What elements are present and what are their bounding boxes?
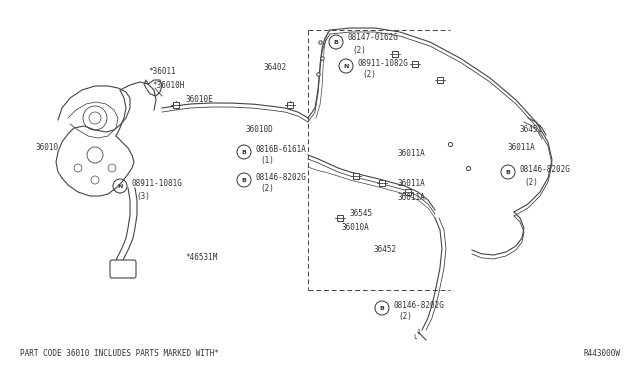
- Text: 36011A: 36011A: [398, 148, 426, 157]
- Text: (2): (2): [260, 183, 274, 192]
- Text: B: B: [506, 170, 511, 174]
- Text: 36451: 36451: [520, 125, 543, 135]
- Text: N: N: [343, 64, 349, 68]
- Text: 08146-8202G: 08146-8202G: [394, 301, 445, 310]
- Text: (1): (1): [260, 155, 274, 164]
- Text: *46531M: *46531M: [185, 253, 218, 263]
- Text: PART CODE 36010 INCLUDES PARTS MARKED WITH*: PART CODE 36010 INCLUDES PARTS MARKED WI…: [20, 350, 219, 359]
- Text: R443000W: R443000W: [583, 350, 620, 359]
- Text: 08911-1081G: 08911-1081G: [132, 180, 183, 189]
- Text: 36452: 36452: [374, 246, 397, 254]
- Text: 36402: 36402: [264, 64, 287, 73]
- Text: (2): (2): [524, 177, 538, 186]
- Text: 36011A: 36011A: [508, 144, 536, 153]
- Text: (2): (2): [398, 312, 412, 321]
- FancyBboxPatch shape: [110, 260, 136, 278]
- Text: 36010A: 36010A: [342, 224, 370, 232]
- Text: N: N: [117, 183, 123, 189]
- Text: (2): (2): [362, 71, 376, 80]
- Text: 08911-1082G: 08911-1082G: [358, 58, 409, 67]
- Text: 36011A: 36011A: [398, 193, 426, 202]
- Text: 08146-8202G: 08146-8202G: [520, 166, 571, 174]
- Text: B: B: [241, 150, 246, 154]
- Text: 36010E: 36010E: [185, 96, 212, 105]
- Text: L: L: [413, 334, 417, 340]
- Text: *36011: *36011: [148, 67, 176, 77]
- Text: B: B: [380, 305, 385, 311]
- Text: B: B: [333, 39, 339, 45]
- Text: 36545: 36545: [349, 209, 372, 218]
- Text: 08147-0162G: 08147-0162G: [348, 33, 399, 42]
- Text: 36011A: 36011A: [398, 179, 426, 187]
- Text: 36010D: 36010D: [245, 125, 273, 135]
- Text: (3): (3): [136, 192, 150, 201]
- Text: B: B: [241, 177, 246, 183]
- Text: 36010: 36010: [36, 144, 59, 153]
- Text: (2): (2): [352, 45, 366, 55]
- Text: *36010H: *36010H: [152, 81, 184, 90]
- Text: 0816B-6161A: 0816B-6161A: [256, 144, 307, 154]
- Text: 08146-8202G: 08146-8202G: [256, 173, 307, 182]
- Text: 1: 1: [416, 329, 420, 335]
